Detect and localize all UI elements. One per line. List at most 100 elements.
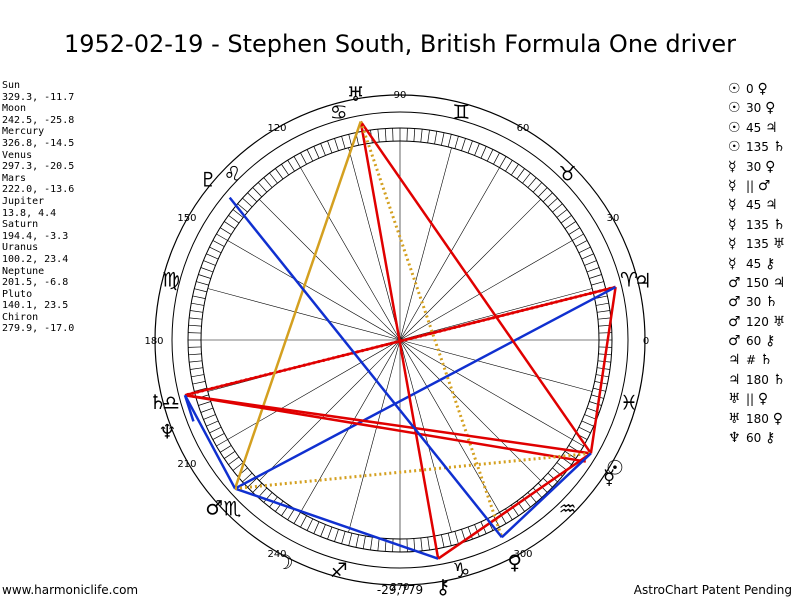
aspect-line	[184, 393, 592, 455]
chart-title: 1952-02-19 - Stephen South, British Form…	[63, 30, 737, 58]
planet-glyph-icon: ♅	[728, 410, 741, 427]
aspect-angle: 60	[746, 431, 766, 446]
planet-glyph-icon: ⚷	[765, 430, 776, 447]
degree-tick	[597, 310, 610, 313]
planet-name: Neptune	[2, 265, 45, 277]
aspect-line	[589, 286, 617, 454]
degree-tick	[327, 140, 333, 154]
degree-tick	[242, 197, 253, 208]
aspect-angle: 30	[746, 101, 766, 116]
planet-glyph-icon: ♃	[765, 197, 778, 214]
degree-tick	[191, 374, 205, 378]
degree-tick	[216, 233, 228, 241]
spoke-line	[348, 339, 401, 533]
degree-tick	[281, 164, 290, 176]
planet-glyph-icon: ☉	[728, 100, 741, 117]
degree-tick	[542, 192, 553, 203]
zodiac-sign-icon: ♎	[162, 390, 180, 414]
degree-tick	[568, 227, 580, 235]
planet-glyph-icon: ☿	[728, 197, 737, 214]
degree-tick	[212, 433, 225, 440]
planet-coords: 222.0, -13.6	[2, 184, 75, 196]
planet-glyph-icon: ♇	[199, 168, 217, 192]
degree-tick	[247, 477, 258, 488]
degree-tick	[275, 168, 284, 180]
planet-name: Uranus	[2, 242, 39, 254]
degree-tick	[586, 267, 600, 273]
degree-tick	[454, 531, 459, 544]
planet-name: Pluto	[2, 288, 33, 300]
aspect-angle: ||	[746, 178, 758, 193]
website-link[interactable]: www.harmoniclife.com	[2, 583, 139, 597]
degree-tick	[578, 426, 591, 434]
spoke-line	[399, 339, 593, 392]
planet-glyph-icon: ♂	[757, 177, 771, 194]
planet-glyph-icon: ♀	[757, 81, 768, 97]
degree-tick	[247, 192, 258, 203]
aspect-row: ☿ 135 ♄	[728, 216, 800, 235]
degree-label: 0	[643, 336, 649, 347]
aspect-row: ♃ # ♄	[728, 351, 800, 370]
aspect-row: ♃ 180 ♄	[728, 371, 800, 390]
degree-tick	[480, 146, 487, 159]
degree-tick	[499, 156, 507, 168]
zodiac-sign-icon: ♌	[223, 161, 241, 185]
planet-coords: 329.3, -11.7	[2, 91, 75, 103]
degree-tick	[194, 387, 207, 392]
zodiac-sign-icon: ♐	[330, 558, 348, 582]
planet-coords: 201.5, -6.8	[2, 277, 69, 289]
degree-tick	[203, 414, 216, 420]
spoke-line	[259, 199, 401, 341]
degree-tick	[198, 274, 211, 279]
planet-glyph-icon: ☽	[276, 550, 294, 574]
aspect-row: ♂ 60 ⚷	[728, 332, 800, 351]
planet-glyph-icon: ♀	[765, 158, 776, 175]
planet-glyph-icon: ♀	[757, 391, 769, 408]
aspect-line	[234, 487, 439, 560]
degree-label: 90	[394, 90, 407, 101]
aspect-row: ♅ 180 ♀	[728, 410, 800, 429]
planet-glyph-icon: ♅	[347, 82, 365, 106]
aspect-row: ♂ 150 ♃	[728, 274, 800, 293]
planet-glyph-icon: ♃	[728, 371, 741, 388]
planet-name: Mercury	[2, 126, 45, 138]
spoke-line	[399, 147, 452, 341]
planet-glyph-icon: ♂	[728, 274, 741, 291]
spoke-line	[348, 147, 401, 341]
degree-tick	[306, 149, 314, 162]
bottom-value: -29,779	[376, 583, 424, 597]
degree-tick	[420, 537, 423, 551]
planet-glyph-icon: ☉	[728, 81, 741, 97]
planet-glyph-icon: ⚷	[765, 333, 776, 350]
aspect-list: ☉ 0 ♀ ☉ 30 ♀ ☉ 45 ♃ ☉ 135 ♄ ☿ 30 ♀ ☿ || ♂ ☿ 45 ♃ ☿ 135 …	[728, 80, 800, 448]
degree-tick	[228, 215, 240, 224]
degree-tick	[216, 439, 228, 447]
aspect-angle: 180	[746, 411, 773, 426]
degree-tick	[300, 152, 307, 165]
degree-tick	[232, 462, 244, 471]
degree-label: 240	[267, 549, 286, 560]
degree-tick	[313, 146, 320, 159]
degree-tick	[194, 288, 207, 293]
degree-tick	[327, 526, 333, 540]
degree-tick	[320, 524, 326, 537]
degree-tick	[348, 533, 353, 546]
degree-tick	[486, 149, 494, 162]
degree-tick	[527, 492, 537, 503]
aspect-angle: 45	[746, 120, 766, 135]
aspect-row: ☿ 45 ⚷	[728, 255, 800, 274]
planet-glyph-icon: ♆	[158, 420, 176, 444]
degree-tick	[341, 531, 346, 544]
aspect-line	[234, 285, 617, 490]
planet-glyph-icon: ♅	[772, 313, 786, 330]
aspect-angle: 150	[746, 275, 773, 290]
degree-tick	[454, 136, 459, 149]
planet-glyph-icon: ♂	[205, 495, 223, 519]
planet-glyph-icon: ☿	[728, 216, 737, 233]
degree-label: 120	[267, 123, 286, 134]
degree-tick	[228, 456, 240, 465]
degree-label: 60	[517, 123, 530, 134]
degree-label: 270	[390, 582, 409, 593]
aspect-row: ♅ || ♀	[728, 390, 800, 409]
degree-tick	[564, 450, 576, 459]
